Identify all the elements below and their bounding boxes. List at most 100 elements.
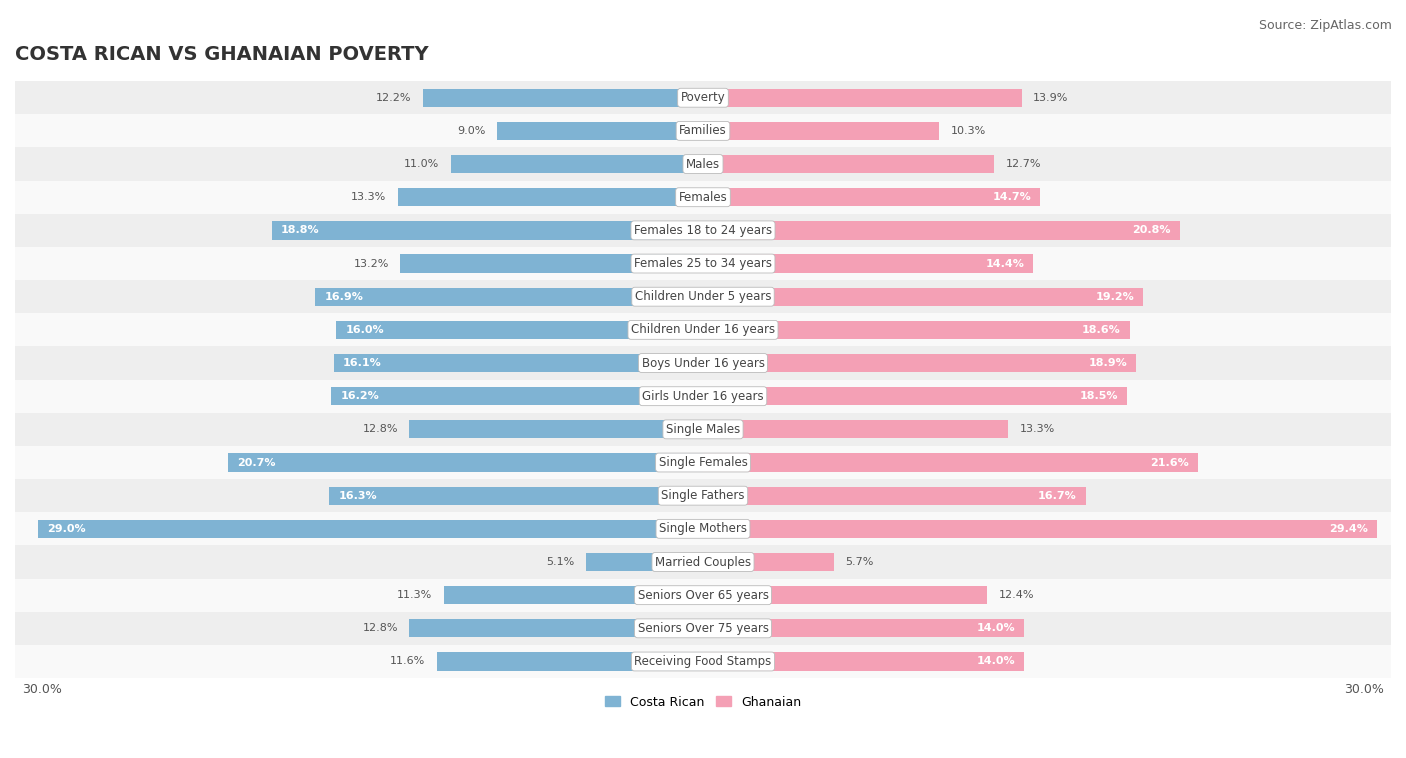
Bar	[15, 346, 1391, 380]
Text: 19.2%: 19.2%	[1095, 292, 1135, 302]
Text: 16.7%: 16.7%	[1038, 490, 1077, 501]
Bar	[703, 619, 1024, 637]
Bar	[15, 645, 1391, 678]
Text: 18.5%: 18.5%	[1080, 391, 1118, 401]
Text: Single Males: Single Males	[666, 423, 740, 436]
Bar	[703, 553, 834, 571]
Bar	[703, 453, 1198, 471]
Text: 11.0%: 11.0%	[404, 159, 439, 169]
Bar	[703, 221, 1180, 240]
Bar	[703, 89, 1022, 107]
Bar	[332, 387, 703, 406]
Text: 13.9%: 13.9%	[1033, 92, 1069, 103]
Bar	[703, 255, 1033, 273]
Text: 12.4%: 12.4%	[998, 590, 1035, 600]
Text: Single Fathers: Single Fathers	[661, 489, 745, 503]
Bar	[15, 512, 1391, 546]
Bar	[437, 653, 703, 671]
Text: 14.0%: 14.0%	[976, 656, 1015, 666]
Text: 30.0%: 30.0%	[22, 683, 62, 696]
Bar	[703, 487, 1085, 505]
Text: 13.2%: 13.2%	[353, 258, 389, 268]
Text: 14.7%: 14.7%	[993, 193, 1031, 202]
Bar	[15, 114, 1391, 148]
Text: 30.0%: 30.0%	[1344, 683, 1384, 696]
Bar	[15, 214, 1391, 247]
Bar	[15, 413, 1391, 446]
Text: 16.9%: 16.9%	[325, 292, 364, 302]
Text: 9.0%: 9.0%	[457, 126, 485, 136]
Bar	[703, 586, 987, 604]
Text: Single Mothers: Single Mothers	[659, 522, 747, 535]
Bar	[15, 612, 1391, 645]
Bar	[15, 313, 1391, 346]
Text: COSTA RICAN VS GHANAIAN POVERTY: COSTA RICAN VS GHANAIAN POVERTY	[15, 45, 429, 64]
Bar	[703, 321, 1129, 339]
Bar	[451, 155, 703, 173]
Bar	[315, 287, 703, 305]
Bar	[228, 453, 703, 471]
Text: Children Under 16 years: Children Under 16 years	[631, 324, 775, 337]
Bar	[336, 321, 703, 339]
Bar	[401, 255, 703, 273]
Bar	[15, 148, 1391, 180]
Text: Boys Under 16 years: Boys Under 16 years	[641, 356, 765, 370]
Text: 16.3%: 16.3%	[339, 490, 377, 501]
Text: 21.6%: 21.6%	[1150, 458, 1189, 468]
Bar	[398, 188, 703, 206]
Text: 16.1%: 16.1%	[343, 358, 381, 368]
Bar	[423, 89, 703, 107]
Text: Receiving Food Stamps: Receiving Food Stamps	[634, 655, 772, 668]
Text: Source: ZipAtlas.com: Source: ZipAtlas.com	[1258, 19, 1392, 32]
Text: 5.7%: 5.7%	[845, 557, 873, 567]
Text: 18.9%: 18.9%	[1088, 358, 1128, 368]
Bar	[703, 653, 1024, 671]
Text: 14.4%: 14.4%	[986, 258, 1024, 268]
Bar	[409, 420, 703, 438]
Bar	[329, 487, 703, 505]
Legend: Costa Rican, Ghanaian: Costa Rican, Ghanaian	[599, 691, 807, 713]
Text: Children Under 5 years: Children Under 5 years	[634, 290, 772, 303]
Bar	[15, 546, 1391, 578]
Text: Families: Families	[679, 124, 727, 137]
Bar	[15, 81, 1391, 114]
Text: Seniors Over 65 years: Seniors Over 65 years	[637, 589, 769, 602]
Text: 10.3%: 10.3%	[950, 126, 986, 136]
Bar	[409, 619, 703, 637]
Text: 13.3%: 13.3%	[352, 193, 387, 202]
Text: 12.8%: 12.8%	[363, 623, 398, 634]
Bar	[703, 287, 1143, 305]
Text: 16.0%: 16.0%	[346, 325, 384, 335]
Bar	[38, 520, 703, 538]
Text: 20.7%: 20.7%	[238, 458, 276, 468]
Bar	[444, 586, 703, 604]
Text: Girls Under 16 years: Girls Under 16 years	[643, 390, 763, 402]
Text: Females 18 to 24 years: Females 18 to 24 years	[634, 224, 772, 237]
Bar	[703, 122, 939, 140]
Text: 18.6%: 18.6%	[1081, 325, 1121, 335]
Bar	[15, 247, 1391, 280]
Bar	[15, 280, 1391, 313]
Text: 20.8%: 20.8%	[1132, 225, 1171, 236]
Text: 18.8%: 18.8%	[281, 225, 319, 236]
Bar	[15, 180, 1391, 214]
Bar	[703, 387, 1128, 406]
Bar	[703, 188, 1040, 206]
Bar	[333, 354, 703, 372]
Text: Poverty: Poverty	[681, 91, 725, 105]
Bar	[496, 122, 703, 140]
Text: Males: Males	[686, 158, 720, 171]
Text: Females: Females	[679, 191, 727, 204]
Bar	[15, 578, 1391, 612]
Text: 16.2%: 16.2%	[340, 391, 380, 401]
Text: 29.4%: 29.4%	[1329, 524, 1368, 534]
Text: 12.8%: 12.8%	[363, 424, 398, 434]
Bar	[586, 553, 703, 571]
Text: 5.1%: 5.1%	[547, 557, 575, 567]
Text: 12.7%: 12.7%	[1005, 159, 1042, 169]
Text: 13.3%: 13.3%	[1019, 424, 1054, 434]
Text: 11.3%: 11.3%	[396, 590, 433, 600]
Text: Females 25 to 34 years: Females 25 to 34 years	[634, 257, 772, 270]
Bar	[703, 420, 1008, 438]
Bar	[15, 446, 1391, 479]
